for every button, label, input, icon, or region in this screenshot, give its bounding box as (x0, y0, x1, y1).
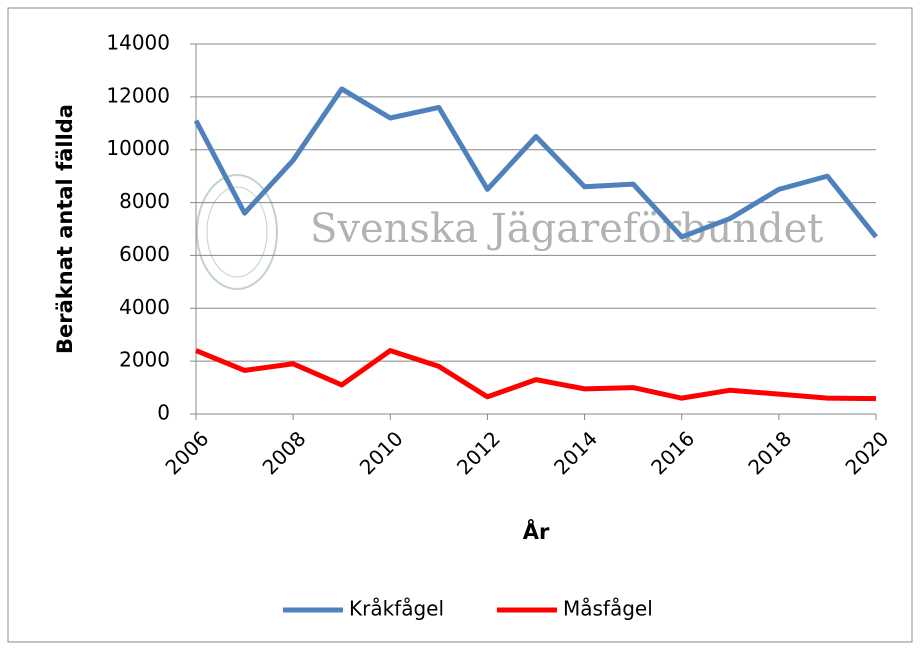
watermark-logo-inner (206, 186, 268, 278)
y-tick-label: 10000 (106, 136, 170, 160)
y-tick-label: 4000 (119, 295, 170, 319)
y-tick-label: 14000 (106, 31, 170, 55)
series-line (195, 348, 877, 402)
x-axis-label: År (523, 519, 550, 544)
y-tick-label: 2000 (119, 348, 170, 372)
chart-frame (7, 7, 913, 643)
y-axis-label: Beräknat antal fällda (53, 104, 77, 354)
y-tick-label: 6000 (119, 242, 170, 266)
legend-label: Måsfågel (563, 597, 653, 621)
watermark-logo (196, 174, 278, 290)
series-line (193, 86, 878, 240)
y-tick-label: 0 (157, 401, 170, 425)
y-tick-label: 8000 (119, 189, 170, 213)
legend-label: Kråkfågel (349, 597, 444, 621)
y-tick-label: 12000 (106, 83, 170, 107)
watermark: Svenska Jägareförbundet (310, 206, 823, 252)
